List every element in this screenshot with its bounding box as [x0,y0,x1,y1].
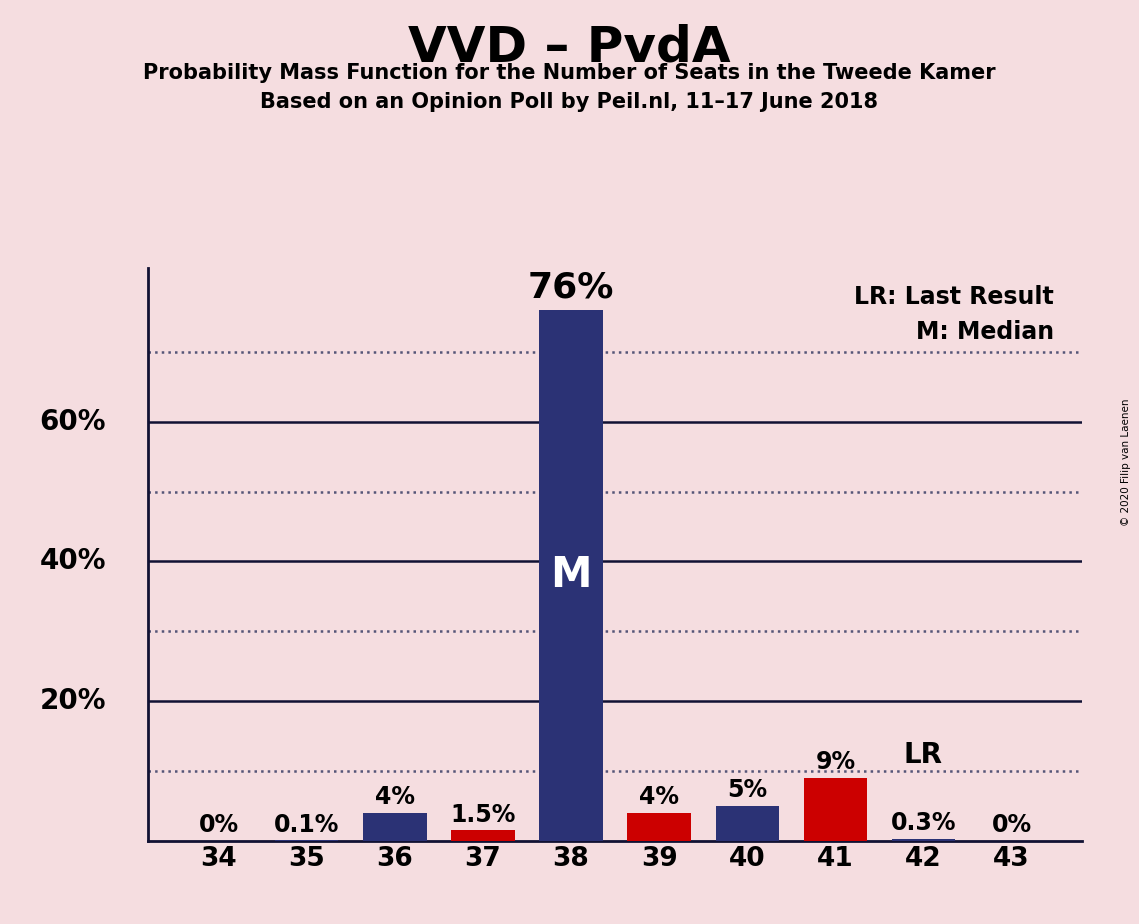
Bar [628,813,691,841]
Text: 20%: 20% [40,687,106,715]
Text: M: M [550,554,592,596]
Text: Probability Mass Function for the Number of Seats in the Tweede Kamer: Probability Mass Function for the Number… [144,63,995,83]
Text: 9%: 9% [816,750,855,774]
Text: 0%: 0% [198,813,239,837]
Text: 40%: 40% [40,547,106,576]
Bar [804,778,867,841]
Bar [539,310,603,841]
Bar [363,813,426,841]
Text: VVD – PvdA: VVD – PvdA [408,23,731,71]
Text: 60%: 60% [40,407,106,435]
Text: M: Median: M: Median [916,320,1054,344]
Text: 4%: 4% [375,785,415,809]
Text: Based on an Opinion Poll by Peil.nl, 11–17 June 2018: Based on an Opinion Poll by Peil.nl, 11–… [261,92,878,113]
Text: © 2020 Filip van Laenen: © 2020 Filip van Laenen [1121,398,1131,526]
Text: 0.3%: 0.3% [891,811,957,835]
Text: 0%: 0% [991,813,1032,837]
Text: 1.5%: 1.5% [450,803,516,827]
Text: LR: Last Result: LR: Last Result [854,286,1054,310]
Text: 5%: 5% [727,778,768,802]
Text: 4%: 4% [639,785,679,809]
Text: 76%: 76% [527,271,614,304]
Text: 0.1%: 0.1% [274,812,339,836]
Text: LR: LR [904,741,943,769]
Bar [715,806,779,841]
Bar [892,839,956,841]
Bar [451,831,515,841]
